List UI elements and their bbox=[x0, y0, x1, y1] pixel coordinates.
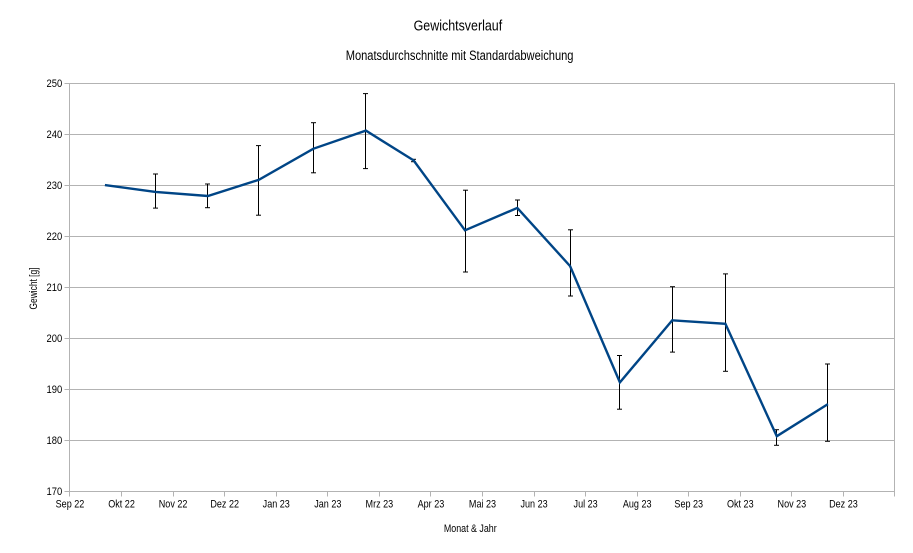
svg-text:Jan 23: Jan 23 bbox=[314, 499, 341, 511]
svg-text:240: 240 bbox=[47, 129, 63, 141]
svg-text:Jan 23: Jan 23 bbox=[263, 499, 290, 511]
svg-text:Sep 22: Sep 22 bbox=[56, 499, 85, 511]
svg-text:Dez 22: Dez 22 bbox=[210, 499, 239, 511]
svg-text:Gewichtsverlauf: Gewichtsverlauf bbox=[414, 18, 503, 35]
svg-text:Apr 23: Apr 23 bbox=[418, 499, 445, 511]
svg-text:220: 220 bbox=[47, 231, 63, 243]
svg-text:Aug 23: Aug 23 bbox=[623, 499, 652, 511]
svg-text:210: 210 bbox=[47, 282, 63, 294]
svg-text:Nov 23: Nov 23 bbox=[778, 499, 807, 511]
svg-text:180: 180 bbox=[47, 435, 63, 447]
svg-text:Jul 23: Jul 23 bbox=[574, 499, 598, 511]
svg-text:Monat & Jahr: Monat & Jahr bbox=[444, 523, 497, 535]
svg-text:Gewicht [g]: Gewicht [g] bbox=[28, 267, 40, 309]
svg-text:Dez 23: Dez 23 bbox=[829, 499, 858, 511]
svg-text:Nov 22: Nov 22 bbox=[159, 499, 188, 511]
svg-text:230: 230 bbox=[47, 180, 63, 192]
svg-text:Monatsdurchschnitte mit Standa: Monatsdurchschnitte mit Standardabweichu… bbox=[346, 48, 574, 63]
svg-text:Okt 22: Okt 22 bbox=[108, 499, 135, 511]
svg-text:250: 250 bbox=[47, 78, 63, 90]
svg-text:Sep 23: Sep 23 bbox=[674, 499, 703, 511]
svg-text:Mrz 23: Mrz 23 bbox=[366, 499, 394, 511]
svg-text:170: 170 bbox=[47, 486, 63, 498]
svg-text:190: 190 bbox=[47, 384, 63, 396]
svg-text:Okt 23: Okt 23 bbox=[727, 499, 754, 511]
svg-text:Jun 23: Jun 23 bbox=[520, 499, 547, 511]
svg-text:200: 200 bbox=[47, 333, 63, 345]
svg-text:Mai 23: Mai 23 bbox=[469, 499, 496, 511]
